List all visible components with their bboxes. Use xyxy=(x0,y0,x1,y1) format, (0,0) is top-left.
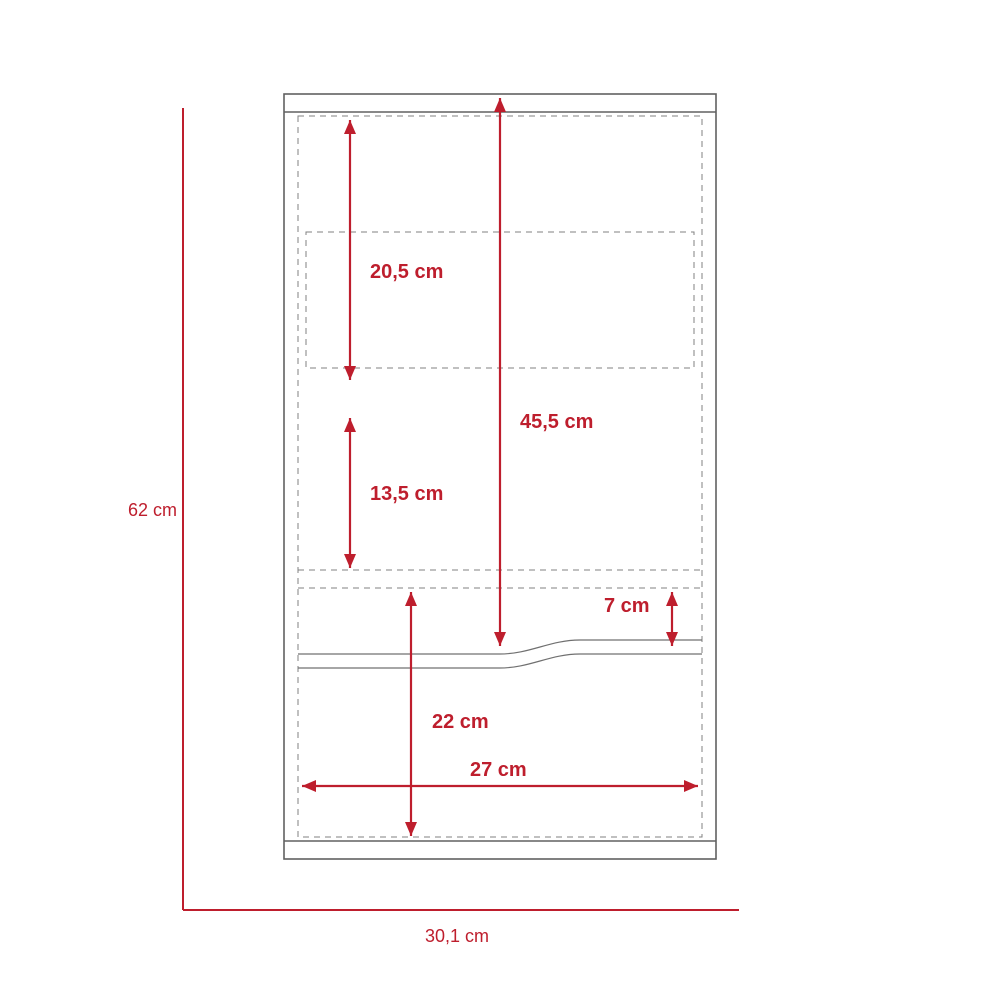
dimension-diagram: 62 cm 30,1 cm 45,5 cm 20,5 cm 13,5 cm 22 cm 7 … xyxy=(0,0,1000,1000)
dim-label-d135: 13,5 cm xyxy=(370,483,443,505)
dim-label-d27: 27 cm xyxy=(470,759,527,781)
dim-label-d455: 45,5 cm xyxy=(520,411,593,433)
dim-label-d7: 7 cm xyxy=(604,595,650,617)
label-width: 30,1 cm xyxy=(425,926,489,946)
curve-bar-bot xyxy=(298,654,702,668)
dim-label-d205: 20,5 cm xyxy=(370,261,443,283)
dim-label-d22: 22 cm xyxy=(432,711,489,733)
label-height: 62 cm xyxy=(128,500,177,520)
